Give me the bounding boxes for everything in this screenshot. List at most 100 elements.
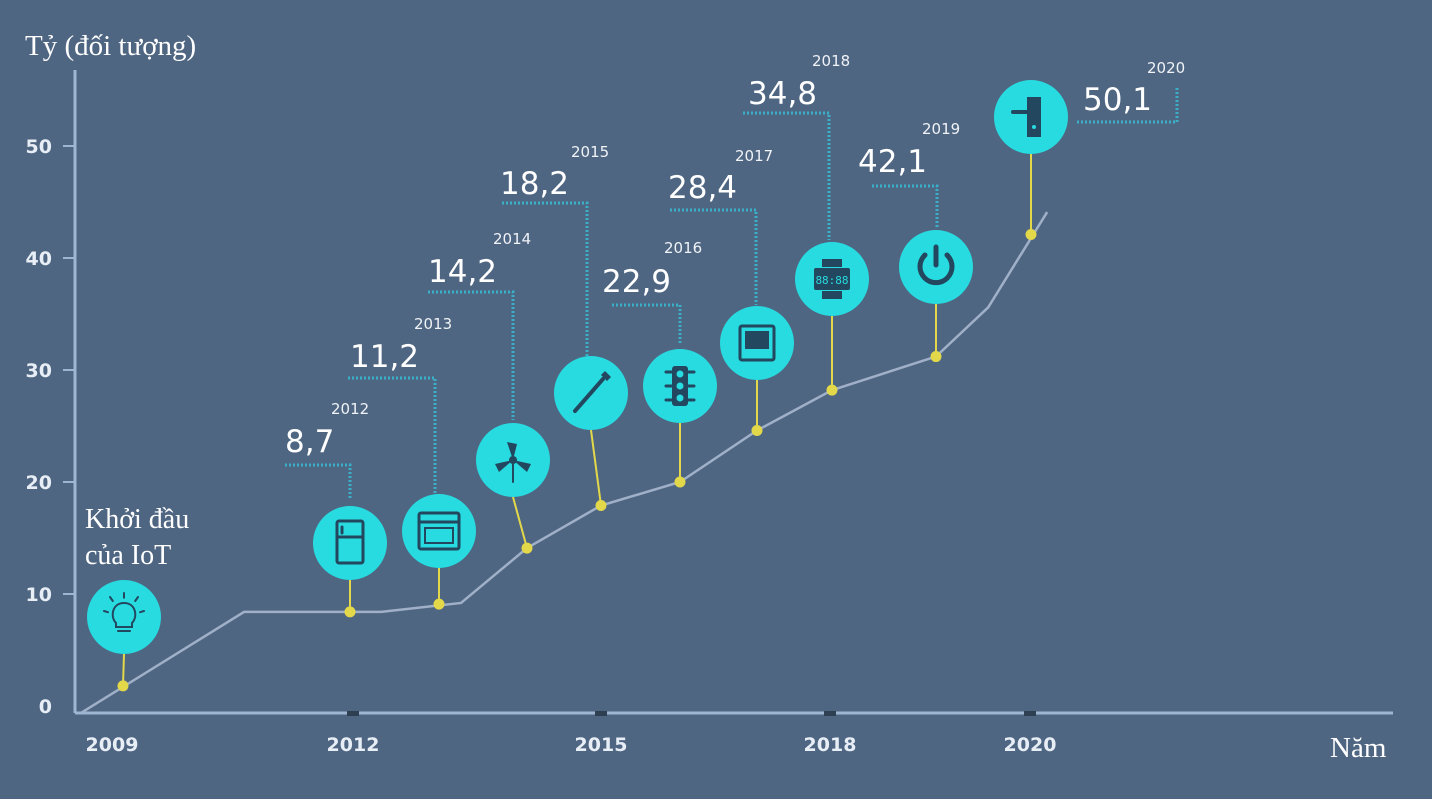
year-label: 2019 bbox=[922, 120, 960, 138]
x-tick-label: 2012 bbox=[327, 734, 380, 756]
value-label: 8,7 bbox=[285, 424, 334, 460]
data-dot bbox=[826, 384, 838, 396]
door-keyhole bbox=[1032, 125, 1036, 129]
data-point-2013: 2013 11,2 bbox=[348, 315, 476, 610]
year-label: 2015 bbox=[571, 143, 609, 161]
start-annotation: Khởi đầu bbox=[85, 504, 189, 535]
traffic-light-lamp bbox=[676, 382, 684, 390]
watch-strap-bottom bbox=[822, 291, 842, 299]
oven-window bbox=[424, 527, 454, 544]
value-label: 22,9 bbox=[602, 264, 671, 300]
dotted-connector bbox=[612, 303, 682, 345]
y-tick-label: 20 bbox=[26, 472, 52, 494]
turbine-blades bbox=[495, 442, 531, 472]
year-label: 2014 bbox=[493, 230, 531, 248]
toothbrush-handle bbox=[573, 377, 605, 413]
dotted-connector bbox=[670, 208, 758, 305]
dotted-connector bbox=[743, 111, 831, 240]
data-point-2017: 2017 28,4 bbox=[668, 147, 794, 436]
stem-line bbox=[512, 496, 528, 549]
oven-icon bbox=[417, 511, 461, 551]
lightbulb-icon bbox=[103, 592, 145, 632]
bulb-ray bbox=[103, 610, 109, 614]
year-label: 2020 bbox=[1147, 59, 1185, 77]
data-dot bbox=[1025, 228, 1037, 240]
year-label: 2018 bbox=[812, 52, 850, 70]
value-label: 42,1 bbox=[858, 144, 927, 180]
bulb-shape bbox=[111, 601, 137, 628]
tablet-icon bbox=[738, 324, 776, 362]
year-label: 2016 bbox=[664, 239, 702, 257]
toothbrush-head bbox=[601, 371, 611, 381]
y-tick-label: 50 bbox=[26, 136, 52, 158]
traffic-light-lamp bbox=[676, 370, 684, 378]
watch-face bbox=[814, 268, 850, 290]
x-tick-label: 2015 bbox=[575, 734, 628, 756]
icon-circle bbox=[402, 494, 476, 568]
value-label: 18,2 bbox=[500, 166, 569, 202]
data-dot bbox=[595, 500, 607, 512]
data-point-2012: 2012 8,7 bbox=[285, 400, 387, 618]
bulb-ray bbox=[134, 596, 139, 602]
year-label: 2013 bbox=[414, 315, 452, 333]
trend-line bbox=[80, 211, 1049, 714]
data-point-2014: 2014 14,2 bbox=[428, 230, 550, 554]
y-tick-label: 30 bbox=[26, 360, 52, 382]
dotted-connector bbox=[285, 463, 352, 500]
y-tick-label: 40 bbox=[26, 248, 52, 270]
toothbrush-icon bbox=[573, 371, 611, 413]
data-dot bbox=[751, 424, 763, 436]
stem-line bbox=[590, 429, 602, 506]
value-label: 50,1 bbox=[1083, 82, 1152, 118]
dotted-connector bbox=[872, 184, 939, 228]
wind-turbine-icon bbox=[495, 442, 531, 483]
data-dot bbox=[117, 680, 129, 692]
y-tick-label: 0 bbox=[39, 696, 52, 718]
value-label: 28,4 bbox=[668, 170, 737, 206]
traffic-light-lamp bbox=[676, 394, 684, 402]
traffic-light-wings bbox=[664, 370, 696, 402]
x-tick-label: 2020 bbox=[1004, 734, 1057, 756]
watch-strap-top bbox=[822, 259, 842, 267]
start-annotation: của IoT bbox=[85, 540, 171, 571]
tablet-screen bbox=[745, 331, 769, 349]
refrigerator-icon bbox=[335, 519, 365, 565]
value-label: 14,2 bbox=[428, 254, 497, 290]
tablet-body bbox=[738, 324, 776, 362]
value-label: 11,2 bbox=[350, 339, 419, 375]
bulb-ray bbox=[139, 610, 145, 614]
x-tick-mark bbox=[824, 711, 836, 716]
door-plate bbox=[1027, 97, 1041, 137]
oven-body bbox=[417, 511, 461, 551]
data-point-2019: 2019 42,1 bbox=[858, 120, 973, 363]
traffic-light-icon bbox=[664, 366, 696, 406]
data-dot bbox=[344, 606, 356, 618]
year-label: 2012 bbox=[331, 400, 369, 418]
x-tick-mark bbox=[595, 711, 607, 716]
data-point-2020: 2020 50,1 bbox=[994, 59, 1185, 240]
data-point-2009 bbox=[87, 580, 161, 692]
power-icon bbox=[917, 244, 955, 286]
bulb-ray bbox=[109, 596, 114, 602]
data-dot bbox=[674, 476, 686, 488]
digital-watch-icon: 88:88 bbox=[814, 259, 850, 299]
icon-circle bbox=[87, 580, 161, 654]
y-tick-label: 10 bbox=[26, 584, 52, 606]
power-arc bbox=[917, 252, 955, 286]
x-tick-mark bbox=[347, 711, 359, 716]
dotted-connector bbox=[1077, 86, 1179, 124]
data-point-2016: 2016 22,9 bbox=[602, 239, 717, 488]
x-axis-title: Năm bbox=[1330, 732, 1387, 764]
value-label: 34,8 bbox=[748, 76, 817, 112]
year-label: 2017 bbox=[735, 147, 773, 165]
watch-display: 88:88 bbox=[815, 274, 848, 287]
fridge-body bbox=[335, 519, 365, 565]
x-tick-mark bbox=[1024, 711, 1036, 716]
dotted-connector bbox=[428, 290, 515, 420]
x-tick-label: 2009 bbox=[86, 734, 139, 756]
y-axis-title: Tỷ (đối tượng) bbox=[25, 30, 196, 62]
x-tick-label: 2018 bbox=[804, 734, 857, 756]
data-point-2018: 88:88 2018 34,8 bbox=[743, 52, 869, 396]
